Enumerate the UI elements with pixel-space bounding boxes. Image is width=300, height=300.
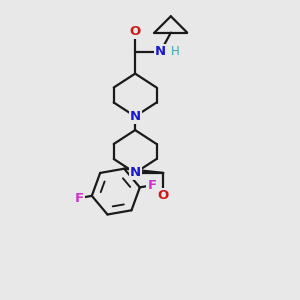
Text: F: F <box>75 191 84 205</box>
Text: F: F <box>148 179 157 192</box>
Text: O: O <box>158 189 169 202</box>
Text: N: N <box>155 45 166 58</box>
Text: N: N <box>130 110 141 123</box>
Text: H: H <box>171 45 180 58</box>
Text: N: N <box>130 167 141 179</box>
Text: O: O <box>130 25 141 38</box>
